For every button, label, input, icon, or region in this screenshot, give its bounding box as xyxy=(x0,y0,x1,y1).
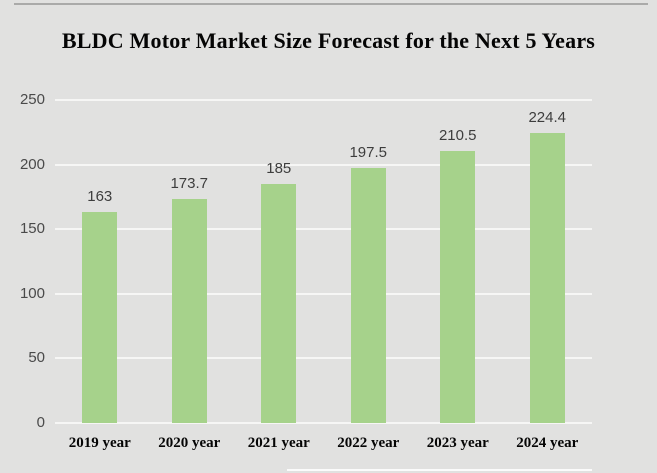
bars-layer: 163 173.7 185 197.5 210.5 224.4 xyxy=(55,100,592,423)
y-tick-label-100: 100 xyxy=(19,285,45,302)
gridline-50 xyxy=(55,357,592,359)
x-axis-label-2021: 2021 year xyxy=(247,435,310,451)
x-axis-labels: 2019 year 2020 year 2021 year 2022 year 2023… xyxy=(55,435,592,452)
x-axis-label-2023: 2023 year xyxy=(426,435,489,451)
gridline-0 xyxy=(55,422,592,424)
bar-value-label: 173.7 xyxy=(170,174,209,192)
bar-2021 xyxy=(261,183,297,423)
bar-value-label: 163 xyxy=(87,188,113,206)
plot-area: 0 50 100 150 200 250 163 173.7 185 197.5 210.5 224… xyxy=(20,91,592,431)
gridline-100 xyxy=(55,293,592,295)
y-tick-label-250: 250 xyxy=(19,91,45,108)
bar-2024 xyxy=(529,133,565,423)
bar-column-2019: 163 xyxy=(55,100,145,423)
gridline-150 xyxy=(55,228,592,230)
x-axis-label-2022: 2022 year xyxy=(337,435,400,451)
gridline-250 xyxy=(55,99,592,101)
bar-2023 xyxy=(440,151,476,423)
y-tick-label-150: 150 xyxy=(19,220,45,237)
bar-value-label: 224.4 xyxy=(528,109,567,127)
x-axis-label-2019: 2019 year xyxy=(68,435,131,451)
y-tick-label-200: 200 xyxy=(19,156,45,173)
top-divider-line xyxy=(14,3,648,5)
bottom-baseline-artifact xyxy=(287,469,592,471)
y-tick-label-0: 0 xyxy=(36,414,45,431)
bar-column-2021: 185 xyxy=(234,100,324,423)
bar-value-label: 210.5 xyxy=(438,127,477,145)
bar-2022 xyxy=(350,167,386,423)
y-tick-label-50: 50 xyxy=(28,349,45,366)
bar-2019 xyxy=(82,212,118,423)
gridline-200 xyxy=(55,164,592,166)
bar-column-2023: 210.5 xyxy=(413,100,503,423)
chart-title: BLDC Motor Market Size Forecast for the … xyxy=(61,28,596,53)
x-axis-label-2024: 2024 year xyxy=(516,435,579,451)
bar-column-2020: 173.7 xyxy=(145,100,235,423)
x-axis-label-2020: 2020 year xyxy=(158,435,221,451)
bar-column-2024: 224.4 xyxy=(503,100,593,423)
bar-value-label: 185 xyxy=(266,159,292,177)
bar-2020 xyxy=(171,198,207,423)
bar-column-2022: 197.5 xyxy=(324,100,414,423)
bar-value-label: 197.5 xyxy=(349,143,388,161)
